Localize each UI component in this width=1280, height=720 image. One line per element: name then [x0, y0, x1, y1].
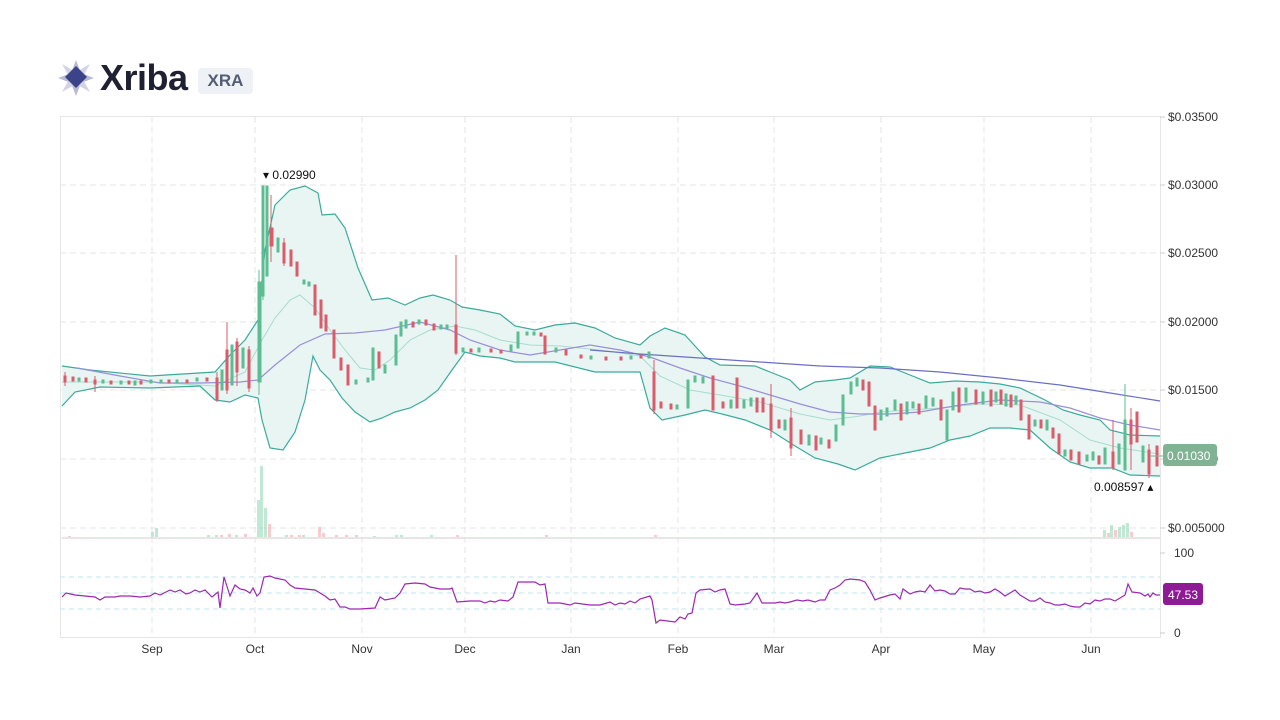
svg-text:$0.01500: $0.01500	[1168, 383, 1218, 397]
rsi-axis: 100 0	[1174, 546, 1194, 640]
svg-text:Oct: Oct	[246, 642, 265, 656]
header: Xriba XRA	[58, 57, 254, 98]
moving-average-short-line	[76, 321, 1161, 431]
svg-text:Feb: Feb	[668, 642, 689, 656]
svg-text:Sep: Sep	[141, 642, 163, 656]
ticker-badge: XRA	[197, 68, 254, 94]
svg-text:$0.03500: $0.03500	[1168, 110, 1218, 124]
volume-bars	[62, 466, 1160, 538]
rsi-line	[61, 575, 1160, 625]
svg-text:$0.02000: $0.02000	[1168, 315, 1218, 329]
svg-text:47.53: 47.53	[1168, 588, 1198, 602]
coin-title: Xriba	[100, 57, 188, 98]
bollinger-lower-line	[61, 351, 1161, 477]
svg-text:Apr: Apr	[872, 642, 891, 656]
svg-text:May: May	[973, 642, 996, 656]
chart-frame	[60, 116, 1161, 638]
svg-text:0.01030: 0.01030	[1167, 449, 1211, 463]
svg-text:$0.02500: $0.02500	[1168, 246, 1218, 260]
svg-text:$0.03000: $0.03000	[1168, 178, 1218, 192]
svg-text:Jun: Jun	[1081, 642, 1100, 656]
svg-text:$0.005000: $0.005000	[1168, 521, 1225, 535]
axis-ticks	[1160, 116, 1165, 634]
current-price-tag: 0.01030	[1150, 444, 1217, 466]
svg-text:100: 100	[1174, 546, 1194, 560]
price-axis: $0.03500 $0.03000 $0.02500 $0.02000 $0.0…	[1168, 110, 1225, 535]
low-annotation: 0.008597 ▴	[1094, 480, 1153, 494]
svg-text:Jan: Jan	[561, 642, 580, 656]
bollinger-middle-line	[62, 294, 1161, 455]
svg-text:Dec: Dec	[454, 642, 475, 656]
svg-text:0: 0	[1174, 626, 1181, 640]
current-rsi-tag: 47.53	[1163, 583, 1203, 605]
xriba-star-logo-icon	[58, 60, 94, 96]
time-axis: Sep Oct Nov Dec Jan Feb Mar Apr May Jun	[141, 642, 1100, 656]
bollinger-upper-line	[61, 185, 1161, 437]
bollinger-band-fill	[62, 186, 1160, 476]
rsi-guides	[60, 576, 1160, 610]
candlesticks	[63, 185, 1159, 478]
svg-text:Nov: Nov	[351, 642, 372, 656]
high-annotation: ▾ 0.02990	[263, 168, 316, 182]
moving-average-long-line	[589, 349, 1161, 402]
svg-text:Mar: Mar	[764, 642, 785, 656]
